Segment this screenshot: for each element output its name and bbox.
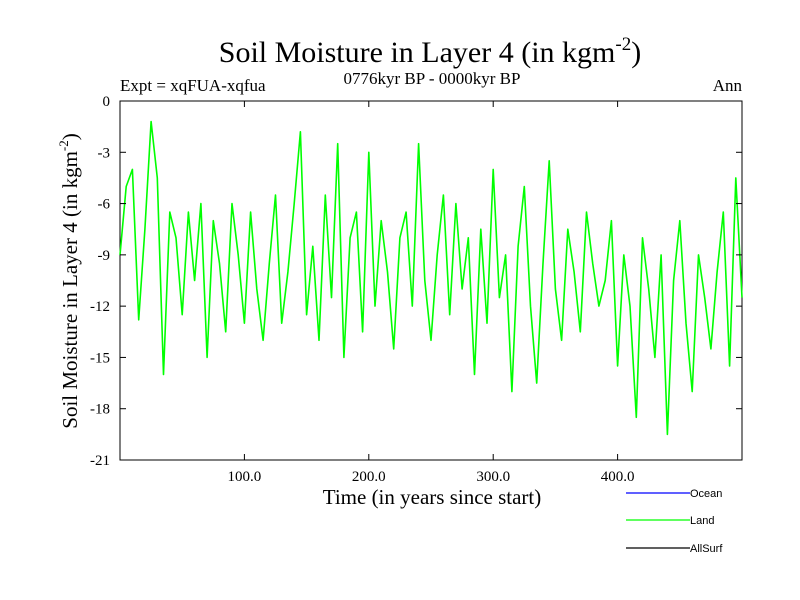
chart-title: Soil Moisture in Layer 4 (in kgm-2) xyxy=(219,34,641,69)
y-tick-label: -12 xyxy=(90,299,110,315)
y-tick-label: -6 xyxy=(98,197,111,213)
chart-subtitle: 0776kyr BP - 0000kyr BP xyxy=(344,69,521,88)
plot-area xyxy=(119,100,743,461)
legend-label: Ocean xyxy=(690,488,722,500)
y-tick-label: -3 xyxy=(98,145,111,161)
x-tick-label: 400.0 xyxy=(601,469,635,485)
x-tick-label: 300.0 xyxy=(476,469,510,485)
y-axis-label: Soil Moisture in Layer 4 (in kgm-2) xyxy=(56,133,82,428)
x-tick-label: 200.0 xyxy=(352,469,386,485)
x-tick-label: 100.0 xyxy=(228,469,262,485)
y-axis: 0 -3 -6 -9 -12 -15 -18 -21 xyxy=(90,94,742,469)
x-axis: 100.0 200.0 300.0 400.0 xyxy=(228,101,635,485)
legend-label: AllSurf xyxy=(690,543,723,555)
legend-label: Land xyxy=(690,515,714,527)
legend-item-land: Land xyxy=(626,515,714,527)
legend: Ocean Land AllSurf xyxy=(626,488,723,555)
experiment-label: Expt = xqFUA-xqfua xyxy=(120,76,266,95)
period-label: Ann xyxy=(713,76,743,95)
legend-item-ocean: Ocean xyxy=(626,488,722,500)
y-tick-label: -9 xyxy=(98,248,111,264)
plot-frame xyxy=(119,100,743,461)
y-tick-label: 0 xyxy=(103,94,111,110)
x-axis-label: Time (in years since start) xyxy=(323,485,542,509)
legend-item-allsurf: AllSurf xyxy=(626,543,723,555)
y-tick-label: -18 xyxy=(90,402,110,418)
y-tick-label: -21 xyxy=(90,453,110,469)
y-tick-label: -15 xyxy=(90,350,110,366)
series-line-land xyxy=(119,120,743,436)
